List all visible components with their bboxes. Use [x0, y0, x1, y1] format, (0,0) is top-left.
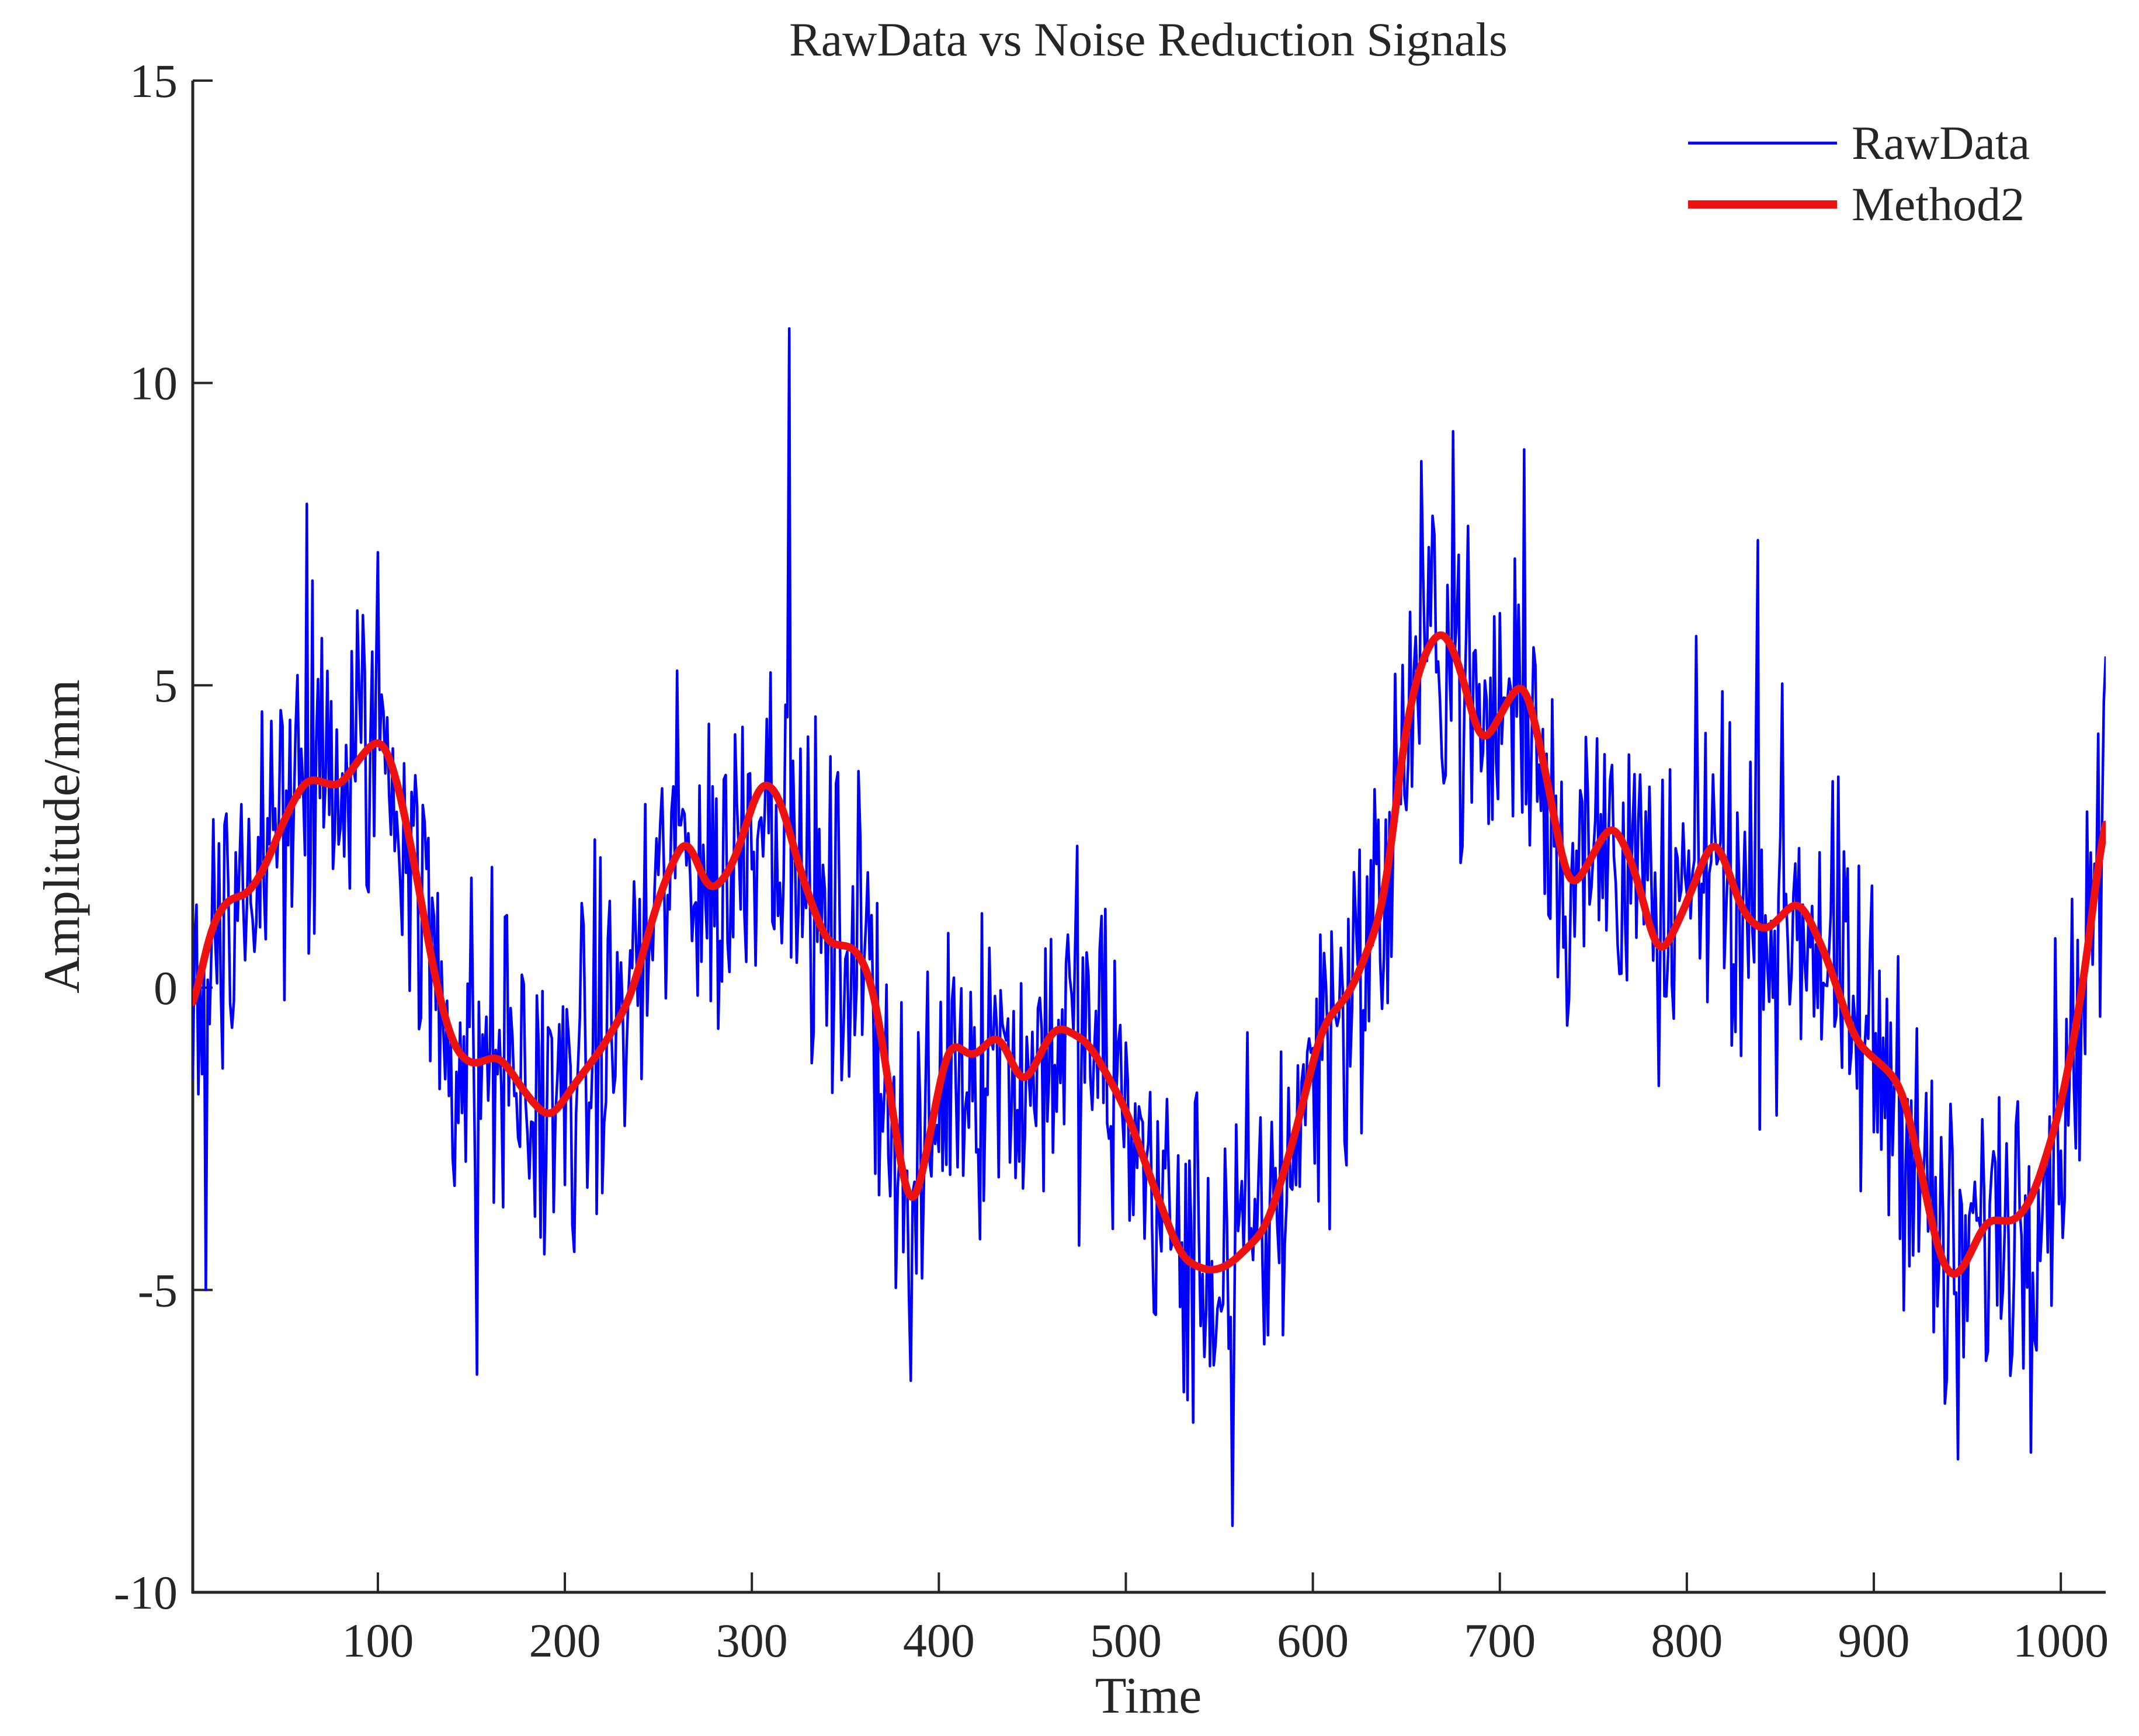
legend-label-method2: Method2 — [1852, 178, 2025, 231]
chart-title: RawData vs Noise Reduction Signals — [789, 13, 1508, 66]
x-tick-label: 700 — [1464, 1614, 1536, 1667]
series-method2-line — [193, 631, 2106, 1278]
y-tick-label: -10 — [114, 1566, 178, 1619]
x-axis: 100 200 300 400 500 600 700 800 900 1000 — [192, 1572, 2109, 1667]
plot-area — [193, 327, 2106, 1527]
x-tick-label: 400 — [903, 1614, 975, 1667]
x-tick-label: 1000 — [2013, 1614, 2109, 1667]
legend: RawData Method2 — [1688, 116, 2030, 231]
x-tick-label: 900 — [1838, 1614, 1910, 1667]
x-tick-label: 300 — [716, 1614, 788, 1667]
x-tick-label: 500 — [1090, 1614, 1162, 1667]
x-tick-label: 200 — [529, 1614, 601, 1667]
y-tick-label: 5 — [154, 659, 178, 712]
y-axis-label: Amplitude/mm — [34, 679, 91, 994]
x-tick-label: 800 — [1651, 1614, 1723, 1667]
series-rawdata-line — [193, 327, 2106, 1527]
legend-label-rawdata: RawData — [1852, 116, 2030, 169]
y-tick-label: 15 — [130, 54, 178, 107]
y-tick-label: 10 — [130, 357, 178, 410]
x-tick-label: 600 — [1277, 1614, 1349, 1667]
y-tick-label: -5 — [138, 1263, 178, 1317]
x-axis-label: Time — [1095, 1668, 1202, 1724]
x-tick-label: 100 — [342, 1614, 414, 1667]
y-axis: -10 -5 0 5 10 15 — [114, 54, 213, 1619]
y-tick-label: 0 — [154, 961, 178, 1015]
